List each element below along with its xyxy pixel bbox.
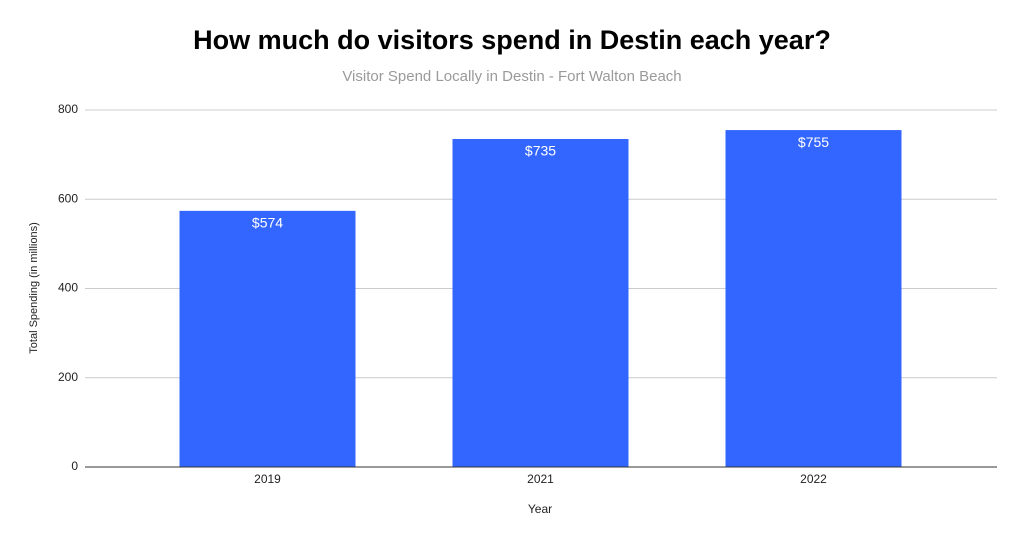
- x-tick-label: 2019: [254, 472, 281, 486]
- x-axis-label: Year: [528, 502, 552, 516]
- y-tick-label: 800: [58, 102, 78, 116]
- bar: [725, 130, 902, 468]
- y-axis-label: Total Spending (in millions): [28, 222, 40, 353]
- value-label: $755: [798, 134, 829, 150]
- y-tick-label: 200: [58, 370, 78, 384]
- value-label: $574: [252, 215, 283, 231]
- chart-title: How much do visitors spend in Destin eac…: [193, 25, 831, 55]
- y-tick-label: 400: [58, 281, 78, 295]
- y-tick-label: 600: [58, 191, 78, 205]
- bar: [452, 139, 629, 467]
- bar: [179, 210, 356, 468]
- x-tick-label: 2021: [527, 472, 554, 486]
- y-tick-label: 0: [71, 459, 78, 473]
- x-tick-label: 2022: [800, 472, 827, 486]
- chart-subtitle: Visitor Spend Locally in Destin - Fort W…: [342, 68, 681, 85]
- value-label: $735: [525, 143, 556, 159]
